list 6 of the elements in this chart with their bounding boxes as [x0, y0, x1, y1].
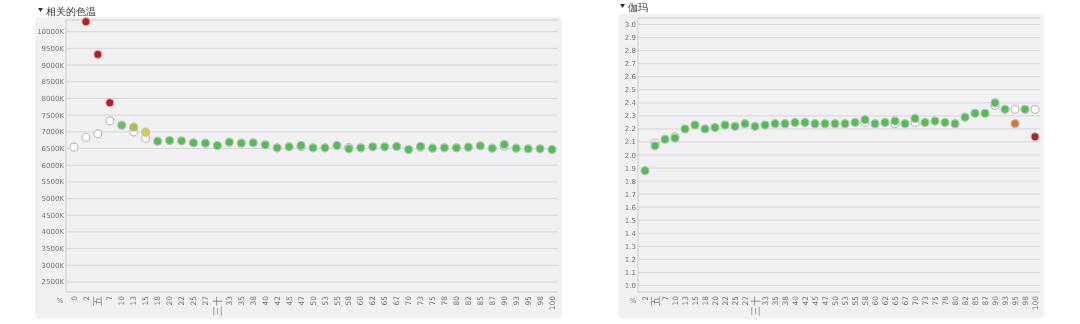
chart-title: 相关的色温 — [46, 6, 96, 17]
x-tick-label: 三十 — [749, 296, 761, 316]
chart-title: 伽玛 — [628, 2, 648, 13]
x-tick-label: 三十 — [211, 296, 223, 316]
x-tick-label: 五 — [649, 296, 661, 306]
x-tick-label: 五 — [92, 296, 104, 306]
